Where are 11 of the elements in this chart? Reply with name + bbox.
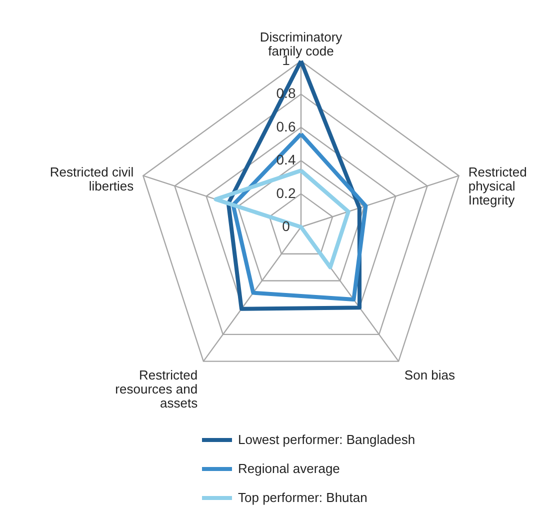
spoke-label: Restricted physical Integrity: [468, 164, 527, 208]
legend-label: Regional average: [238, 461, 340, 476]
legend-label: Lowest performer: Bangladesh: [238, 432, 416, 447]
legend-label: Top performer: Bhutan: [238, 490, 368, 505]
spoke-label: Son bias: [404, 367, 456, 382]
y-tick-label: 0.4: [276, 152, 296, 168]
y-tick-label: 0.6: [276, 118, 296, 134]
spoke-label: Restricted civil liberties: [50, 164, 134, 194]
spoke-label: Restricted resources and assets: [115, 367, 198, 410]
y-tick-label: 0: [282, 218, 290, 234]
y-tick-label: 0.2: [276, 184, 296, 201]
